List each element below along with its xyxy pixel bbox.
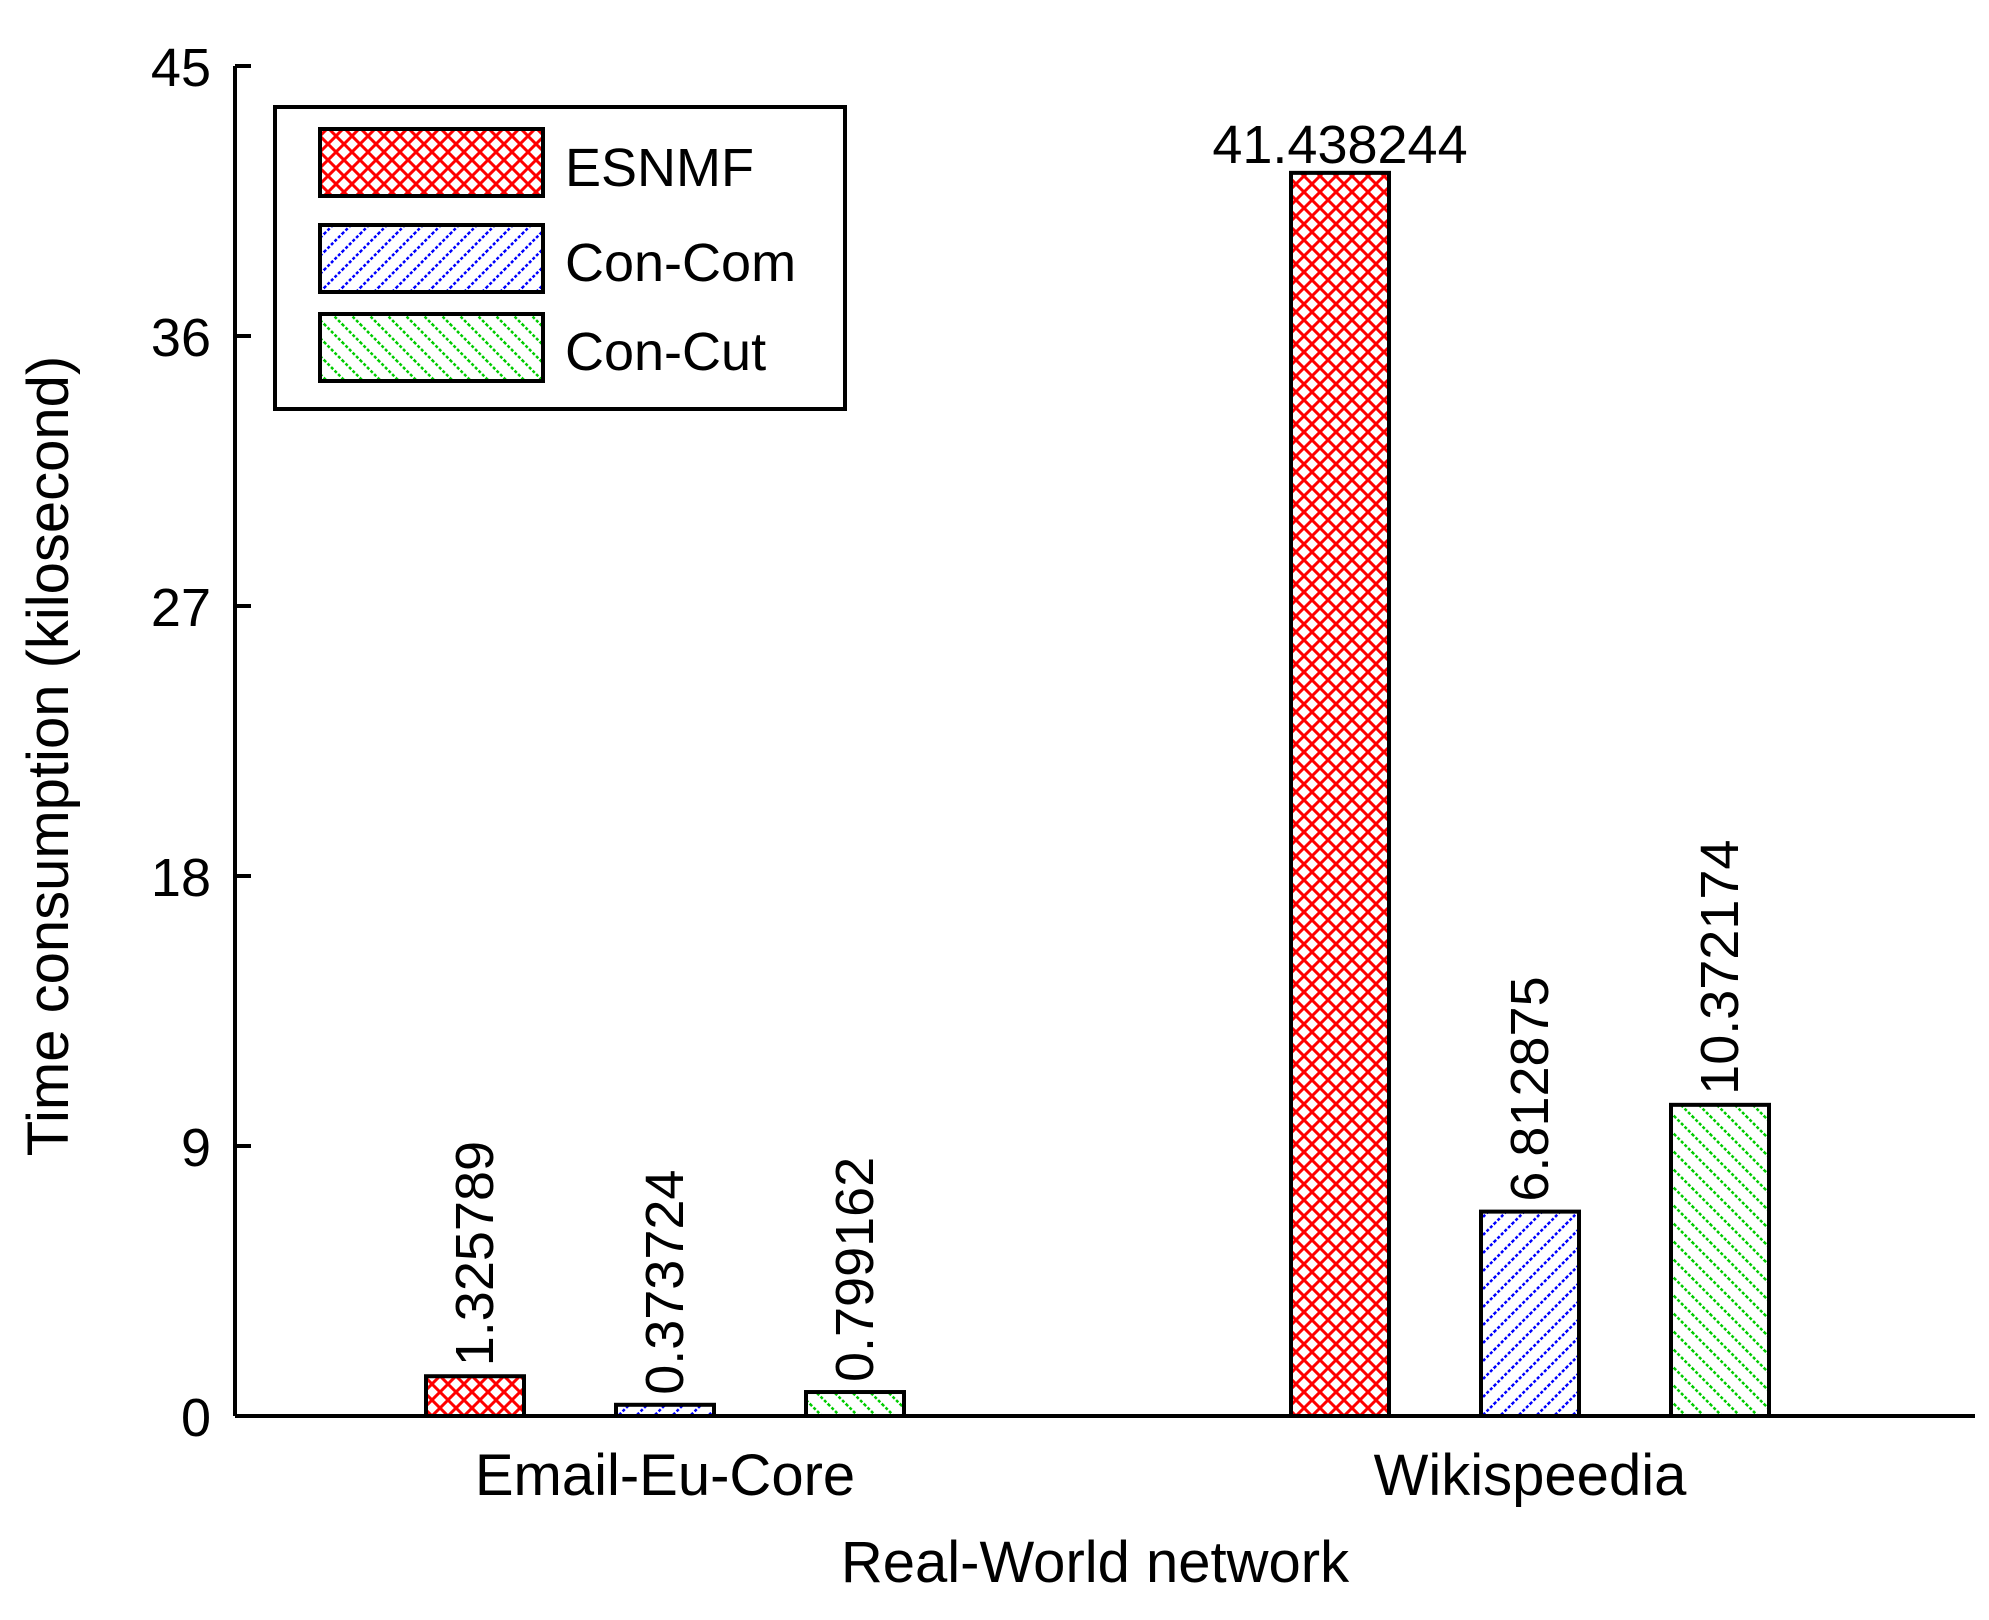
- x-tick-label: Email-Eu-Core: [475, 1443, 855, 1508]
- data-labels: 1.325789 41.438244 0.373724 6.812875 0.79916…: [445, 115, 1750, 1395]
- legend: ESNMF Con-Com Con-Cut: [273, 105, 847, 411]
- data-label: 0.373724: [635, 1170, 695, 1395]
- bar-con-com-1: [1479, 1209, 1581, 1419]
- y-tick-label: 36: [151, 308, 211, 368]
- legend-swatch-con-cut: [318, 312, 545, 383]
- bars: [424, 170, 1771, 1419]
- legend-label-con-cut: Con-Cut: [565, 322, 766, 382]
- bar-esnmf-0: [424, 1374, 526, 1418]
- bar-esnmf-1: [1289, 170, 1391, 1419]
- bar-con-cut-1: [1669, 1102, 1771, 1419]
- x-tick-label: Wikispeedia: [1374, 1443, 1687, 1508]
- data-label: 10.372174: [1690, 840, 1750, 1095]
- legend-label-con-com: Con-Com: [565, 233, 796, 293]
- y-axis-title: Time consumption (kilosecond): [16, 356, 81, 1157]
- data-label: 0.799162: [825, 1157, 885, 1382]
- y-tick-label: 0: [181, 1388, 211, 1448]
- y-tick-label: 9: [181, 1118, 211, 1178]
- legend-swatch-esnmf: [318, 127, 545, 198]
- legend-label-esnmf: ESNMF: [565, 138, 754, 198]
- x-axis-title: Real-World network: [841, 1530, 1350, 1595]
- bar-con-cut-0: [804, 1390, 906, 1419]
- bar-con-com-0: [614, 1402, 716, 1419]
- y-tick-label: 45: [151, 38, 211, 98]
- data-label: 6.812875: [1500, 976, 1560, 1201]
- legend-swatch-con-com: [318, 223, 545, 294]
- data-label: 1.325789: [445, 1141, 505, 1366]
- y-tick-label: 27: [151, 578, 211, 638]
- y-tick-label: 18: [151, 848, 211, 908]
- data-label: 41.438244: [1212, 115, 1467, 175]
- axes: 0 9 18 27 36 45 Email-Eu-Core Wikispeedia: [151, 38, 1975, 1508]
